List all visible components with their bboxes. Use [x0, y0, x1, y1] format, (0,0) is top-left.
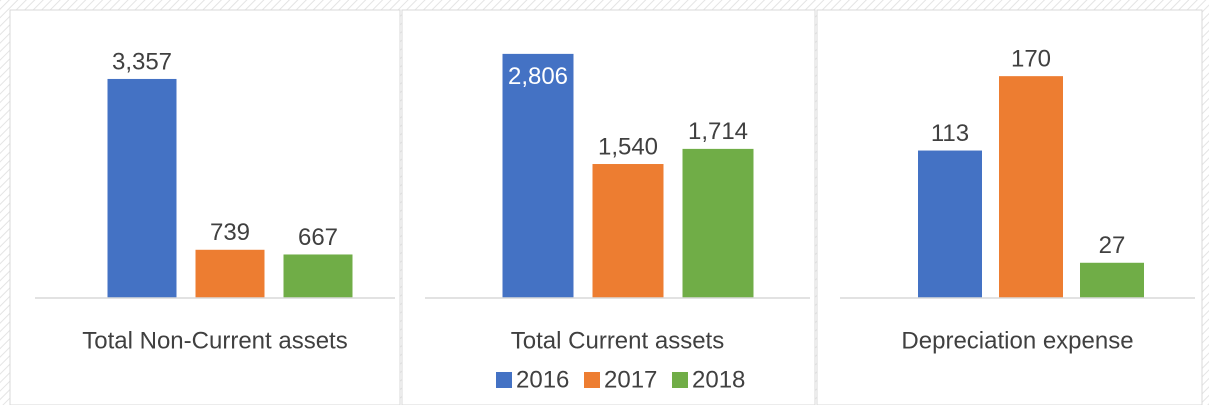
x-tick-label: Total Non-Current assets — [82, 327, 347, 354]
bar — [682, 148, 754, 298]
bar — [195, 249, 265, 298]
data-label: 113 — [931, 120, 969, 147]
data-label: 170 — [1011, 45, 1051, 72]
bar — [1080, 262, 1144, 298]
bar — [999, 76, 1063, 299]
legend-swatch — [672, 372, 688, 388]
legend-swatch — [496, 372, 512, 388]
bar — [918, 150, 982, 298]
data-label: 3,357 — [112, 48, 172, 75]
bar — [502, 53, 574, 299]
bar — [107, 78, 177, 298]
data-label: 1,540 — [598, 133, 658, 160]
data-label: 667 — [298, 224, 338, 251]
legend-label: 2016 — [516, 366, 569, 393]
data-label: 2,806 — [508, 63, 568, 90]
legend-swatch — [584, 372, 600, 388]
x-tick-label: Total Current assets — [511, 327, 724, 354]
x-tick-label: Depreciation expense — [901, 327, 1133, 354]
bar — [283, 254, 353, 298]
legend-label: 2018 — [692, 366, 745, 393]
data-label: 27 — [1099, 232, 1126, 259]
bar — [592, 164, 664, 298]
data-label: 739 — [210, 219, 250, 246]
panel — [9, 9, 401, 405]
data-label: 1,714 — [688, 118, 748, 145]
legend-label: 2017 — [604, 366, 657, 393]
